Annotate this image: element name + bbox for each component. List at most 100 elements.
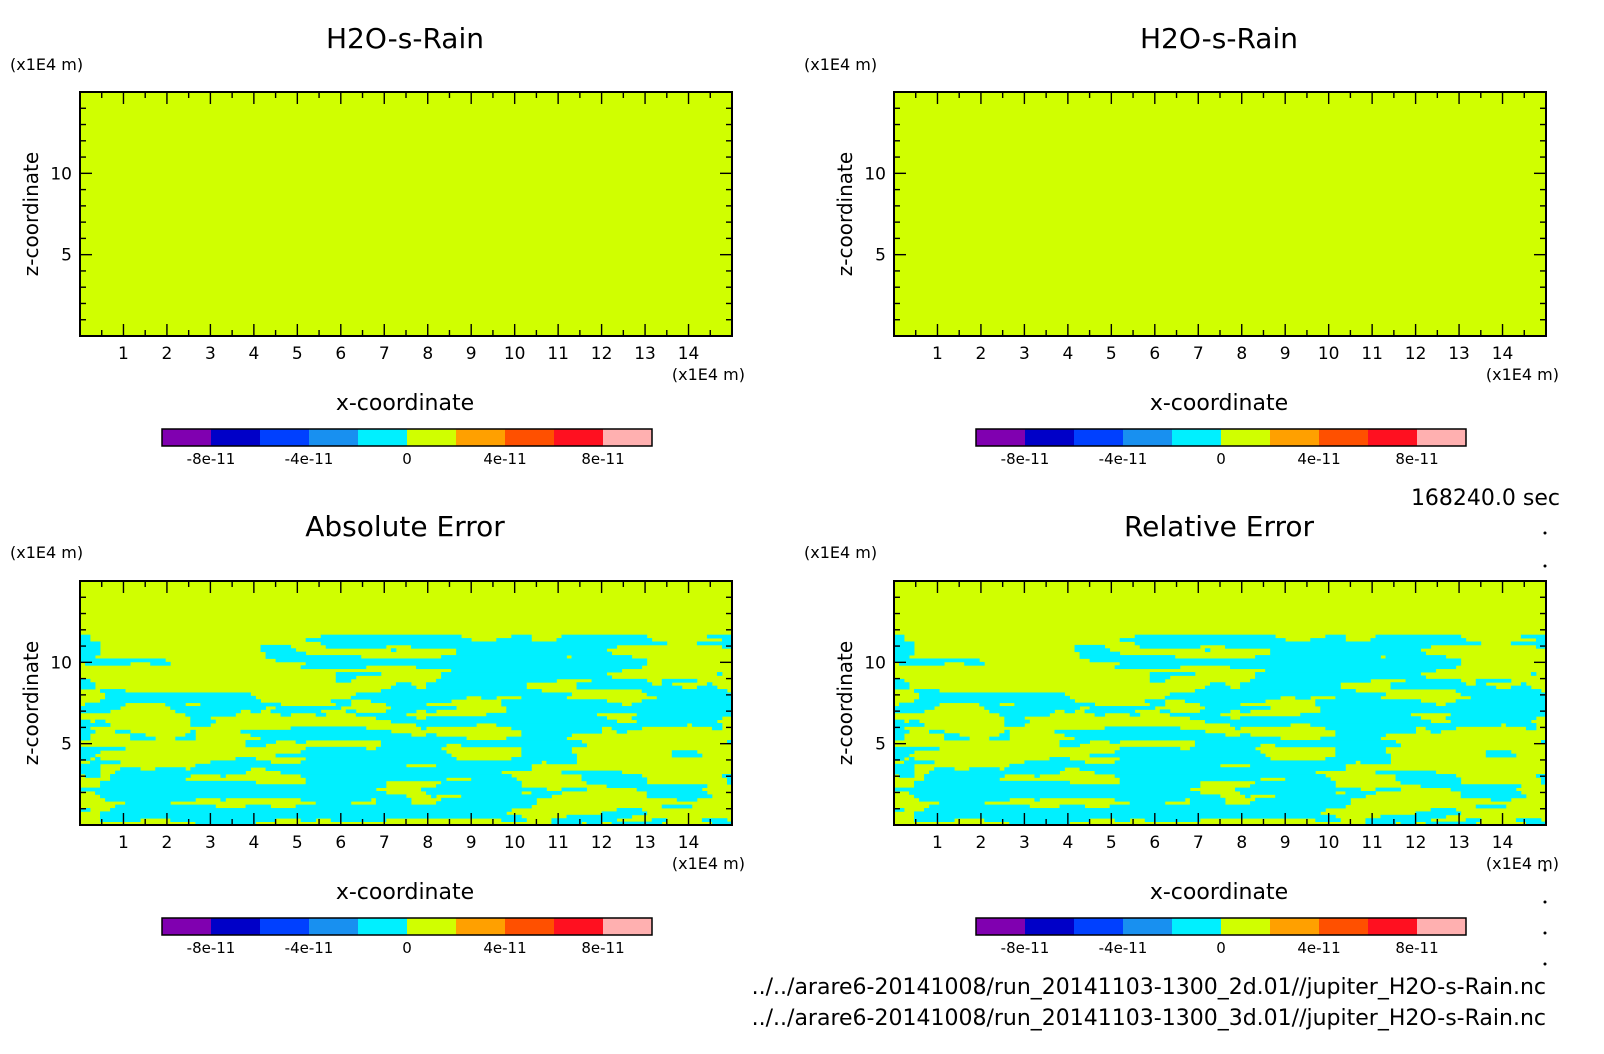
colorbar-tick-label: 4e-11 (1297, 450, 1340, 468)
panel-title: H2O-s-Rain (1140, 22, 1298, 55)
colorbar-segment (260, 429, 310, 446)
contour-cell (1540, 780, 1547, 785)
contour-cell (1445, 702, 1547, 707)
contour-cell (1540, 740, 1547, 744)
panel-h2o-s-rain-right: H2O-s-Rain (x1E4 m) 1 2 3 4 5 6 7 8 9 10 11 12 13 145… (804, 22, 1559, 468)
contour-cell (80, 709, 111, 714)
colorbar-tick-label: 8e-11 (1395, 450, 1438, 468)
contour-cell (1079, 651, 1121, 656)
contour-cell (315, 712, 327, 717)
file-path-2d: ../../arare6-20141008/run_20141103-1300_… (752, 975, 1546, 1000)
contour-cell (646, 692, 733, 697)
colorbar-segment (1417, 429, 1467, 446)
contour-cell (726, 740, 733, 744)
x-tick-label: 12 (591, 833, 613, 853)
contour-cell (461, 743, 587, 748)
contour-cell (1400, 821, 1416, 826)
contour-cell (80, 808, 91, 812)
colorbar-segment (309, 918, 359, 935)
x-tick-label: 1 (118, 344, 129, 364)
contour-cell (170, 818, 276, 822)
contour-cell (1094, 712, 1106, 717)
contour-cell (1420, 784, 1522, 789)
contour-cell (1365, 818, 1432, 822)
contour-cell (1375, 787, 1401, 792)
contour-cell (100, 784, 387, 789)
contour-cell (1300, 712, 1411, 717)
contour-cell (1240, 733, 1251, 738)
contour-cell (1199, 709, 1231, 714)
contour-cell (120, 767, 141, 772)
colorbar-frame (975, 917, 1467, 936)
contour-cell (390, 719, 618, 724)
colorbar-segment (1270, 918, 1320, 935)
contour-cell (80, 787, 377, 792)
contour-cell (989, 709, 1055, 714)
contour-cell (426, 733, 437, 738)
contour-cell (1240, 709, 1251, 714)
contour-cell (330, 699, 352, 704)
contour-cell (375, 746, 442, 751)
contour-cell (80, 770, 101, 775)
contour-cell (914, 811, 1321, 816)
colorbar-segment (309, 429, 359, 446)
x-tick-label: 14 (678, 344, 700, 364)
contour-cell (300, 774, 512, 778)
contour-cell (521, 750, 572, 755)
contour-cell (1114, 760, 1356, 765)
x-tick-label: 4 (248, 344, 259, 364)
contour-cell (1400, 780, 1462, 785)
x-tick-label: 5 (1106, 833, 1117, 853)
contour-cell (899, 702, 940, 707)
contour-cell (125, 801, 171, 806)
x-tick-label: 5 (1106, 344, 1117, 364)
contour-cell (1250, 784, 1336, 789)
contour-cell (1390, 682, 1467, 687)
contour-cell (80, 719, 91, 724)
contour-cell (375, 716, 417, 721)
contour-cell (385, 709, 417, 714)
contour-cell (1114, 750, 1261, 755)
contour-cell (919, 692, 1065, 697)
contour-cell (611, 726, 643, 731)
field-contours (80, 634, 733, 826)
contour-cell (1525, 821, 1547, 826)
contour-cell (581, 777, 648, 782)
contour-cell (1275, 743, 1401, 748)
contour-cell (421, 787, 547, 792)
x-tick-label: 5 (292, 833, 303, 853)
contour-cell (894, 757, 905, 761)
colorbar-segment (358, 429, 408, 446)
colorbar-segment (603, 429, 653, 446)
contour-cell (1380, 814, 1447, 819)
colorbar: -8e-11 -4e-11 0 4e-11 8e-11 (975, 428, 1467, 468)
contour-cell (591, 678, 648, 683)
contour-cell (1149, 702, 1166, 707)
contour-cell (305, 746, 367, 751)
contour-cell (260, 648, 297, 653)
colorbar-tick-label: -4e-11 (1099, 939, 1148, 957)
contour-cell (661, 682, 673, 687)
contour-cell (80, 746, 126, 751)
contour-cell (984, 706, 1080, 710)
panel-title: H2O-s-Rain (326, 22, 484, 55)
contour-cell (190, 716, 211, 721)
contour-cell (461, 794, 552, 799)
contour-cell (235, 757, 256, 761)
contour-cell (894, 706, 935, 710)
contour-cell (894, 644, 915, 649)
contour-cell (1189, 801, 1226, 806)
contour-cell (80, 641, 101, 646)
contour-cell (979, 702, 1000, 707)
contour-cell (1320, 709, 1547, 714)
colorbar-frame (975, 428, 1467, 447)
y-tick-label: 5 (875, 735, 886, 755)
colorbar-segment (162, 918, 212, 935)
contour-cell (894, 651, 915, 656)
contour-cell (1034, 774, 1040, 778)
contour-cell (1204, 719, 1432, 724)
contour-cell (1255, 672, 1422, 676)
dot-mark (1543, 900, 1547, 904)
contour-cell (1204, 648, 1211, 653)
y-unit-label: (x1E4 m) (10, 55, 83, 74)
